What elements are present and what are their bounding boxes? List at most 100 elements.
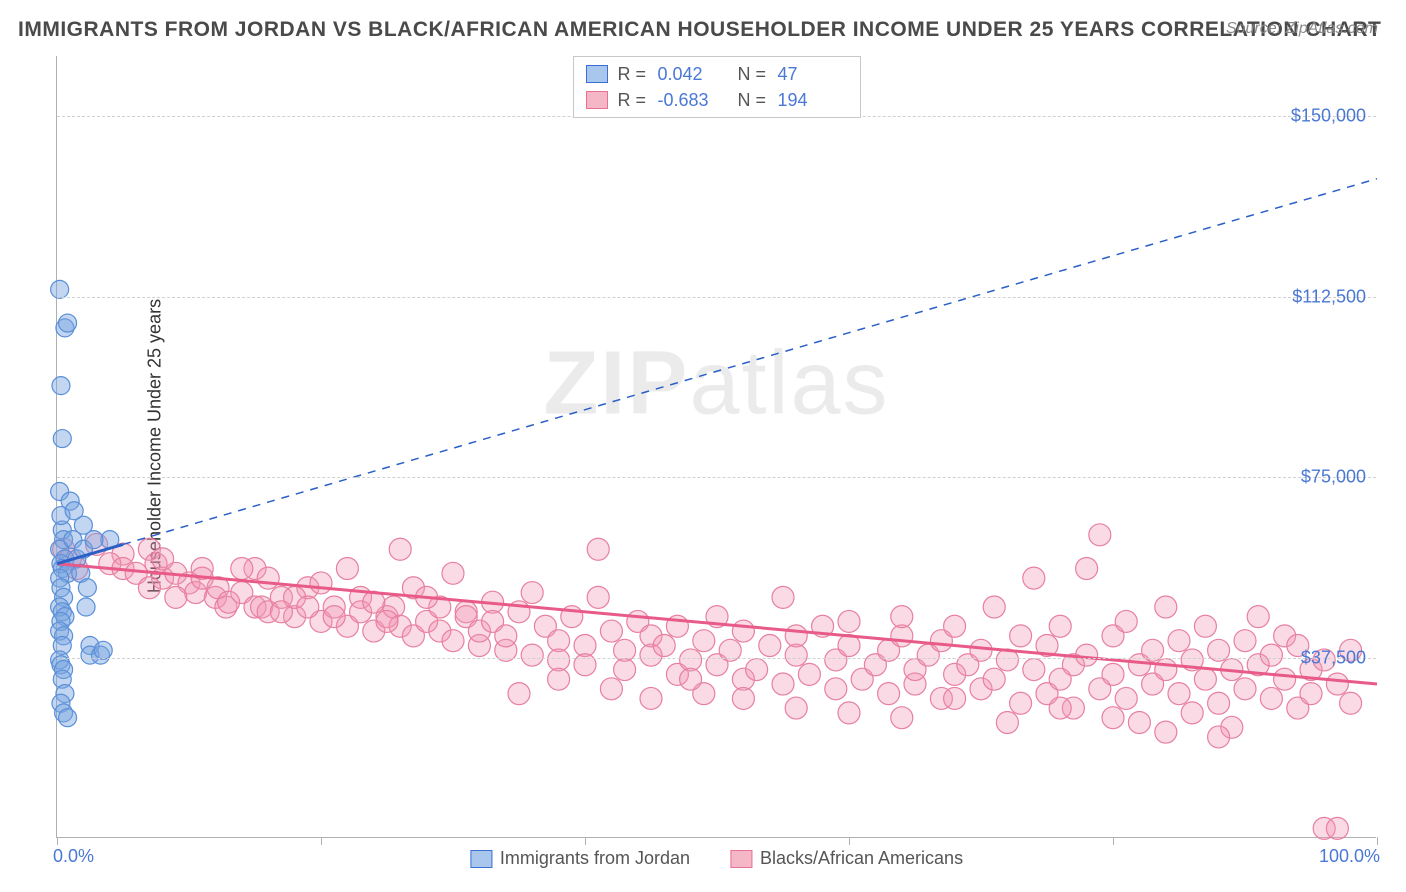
- data-point-blue: [52, 377, 70, 395]
- r-label: R =: [618, 90, 648, 111]
- data-point-blue: [53, 430, 71, 448]
- n-label: N =: [738, 90, 768, 111]
- data-point-pink: [508, 683, 530, 705]
- data-point-pink: [1326, 673, 1348, 695]
- data-point-pink: [746, 659, 768, 681]
- x-tick: [849, 837, 850, 845]
- scatter-chart-svg: [57, 56, 1376, 837]
- r-value: -0.683: [658, 90, 728, 111]
- data-point-pink: [1115, 610, 1137, 632]
- data-point-pink: [310, 572, 332, 594]
- data-point-pink: [587, 586, 609, 608]
- data-point-pink: [732, 620, 754, 642]
- data-point-blue: [78, 579, 96, 597]
- data-point-pink: [653, 635, 675, 657]
- trend-line-blue-dashed: [123, 179, 1377, 545]
- data-point-pink: [495, 625, 517, 647]
- data-point-pink: [1076, 558, 1098, 580]
- data-point-pink: [1300, 683, 1322, 705]
- data-point-pink: [1260, 687, 1282, 709]
- data-point-pink: [521, 644, 543, 666]
- data-point-pink: [1326, 817, 1348, 839]
- y-tick-label: $37,500: [1301, 647, 1366, 668]
- gridline: [57, 297, 1376, 298]
- data-point-pink: [600, 620, 622, 642]
- r-value: 0.042: [658, 64, 728, 85]
- data-point-pink: [1102, 707, 1124, 729]
- n-value: 47: [778, 64, 848, 85]
- data-point-pink: [838, 610, 860, 632]
- gridline: [57, 658, 1376, 659]
- data-point-blue: [77, 598, 95, 616]
- data-point-pink: [376, 610, 398, 632]
- data-point-pink: [521, 582, 543, 604]
- data-point-pink: [1049, 615, 1071, 637]
- data-point-pink: [165, 586, 187, 608]
- data-point-pink: [1194, 668, 1216, 690]
- data-point-blue: [85, 531, 103, 549]
- data-point-pink: [772, 673, 794, 695]
- data-point-pink: [1260, 644, 1282, 666]
- x-axis-max-label: 100.0%: [1319, 846, 1380, 867]
- legend-swatch: [730, 850, 752, 868]
- data-point-pink: [600, 678, 622, 700]
- x-tick: [585, 837, 586, 845]
- data-point-pink: [257, 567, 279, 589]
- y-tick-label: $75,000: [1301, 467, 1366, 488]
- data-point-pink: [442, 562, 464, 584]
- data-point-pink: [297, 596, 319, 618]
- data-point-pink: [1089, 524, 1111, 546]
- data-point-pink: [1115, 687, 1137, 709]
- data-point-pink: [1274, 668, 1296, 690]
- data-point-pink: [785, 697, 807, 719]
- legend-swatch: [586, 65, 608, 83]
- x-tick: [1377, 837, 1378, 845]
- data-point-pink: [152, 548, 174, 570]
- data-point-pink: [1247, 606, 1269, 628]
- data-point-pink: [1168, 630, 1190, 652]
- data-point-pink: [1168, 683, 1190, 705]
- data-point-pink: [1023, 567, 1045, 589]
- data-point-pink: [1208, 726, 1230, 748]
- data-point-pink: [1010, 692, 1032, 714]
- data-point-pink: [838, 702, 860, 724]
- data-point-pink: [693, 630, 715, 652]
- r-label: R =: [618, 64, 648, 85]
- data-point-pink: [785, 625, 807, 647]
- data-point-pink: [1234, 678, 1256, 700]
- data-point-pink: [1181, 702, 1203, 724]
- data-point-pink: [614, 659, 636, 681]
- data-point-pink: [1155, 721, 1177, 743]
- data-point-pink: [1128, 712, 1150, 734]
- data-point-pink: [1010, 625, 1032, 647]
- x-tick: [1113, 837, 1114, 845]
- data-point-blue: [65, 502, 83, 520]
- series-legend: Immigrants from JordanBlacks/African Ame…: [470, 848, 963, 869]
- data-point-pink: [996, 712, 1018, 734]
- plot-area: ZIPatlas R = 0.042 N = 47 R = -0.683 N =…: [56, 56, 1376, 838]
- legend-label: Immigrants from Jordan: [500, 848, 690, 869]
- data-point-pink: [878, 683, 900, 705]
- data-point-pink: [640, 687, 662, 709]
- data-point-pink: [1102, 663, 1124, 685]
- n-value: 194: [778, 90, 848, 111]
- data-point-pink: [983, 668, 1005, 690]
- x-tick: [321, 837, 322, 845]
- data-point-pink: [323, 606, 345, 628]
- legend-swatch: [586, 91, 608, 109]
- data-point-pink: [1155, 596, 1177, 618]
- data-point-pink: [680, 668, 702, 690]
- data-point-pink: [1234, 630, 1256, 652]
- chart-title: IMMIGRANTS FROM JORDAN VS BLACK/AFRICAN …: [18, 18, 1381, 42]
- data-point-pink: [1208, 692, 1230, 714]
- x-axis-min-label: 0.0%: [53, 846, 94, 867]
- source-attribution: Source: ZipAtlas.com: [1226, 20, 1378, 38]
- stats-row: R = -0.683 N = 194: [586, 87, 848, 113]
- data-point-pink: [759, 635, 781, 657]
- data-point-pink: [983, 596, 1005, 618]
- data-point-pink: [389, 538, 411, 560]
- data-point-pink: [732, 687, 754, 709]
- data-point-pink: [825, 678, 847, 700]
- data-point-pink: [548, 668, 570, 690]
- data-point-pink: [1194, 615, 1216, 637]
